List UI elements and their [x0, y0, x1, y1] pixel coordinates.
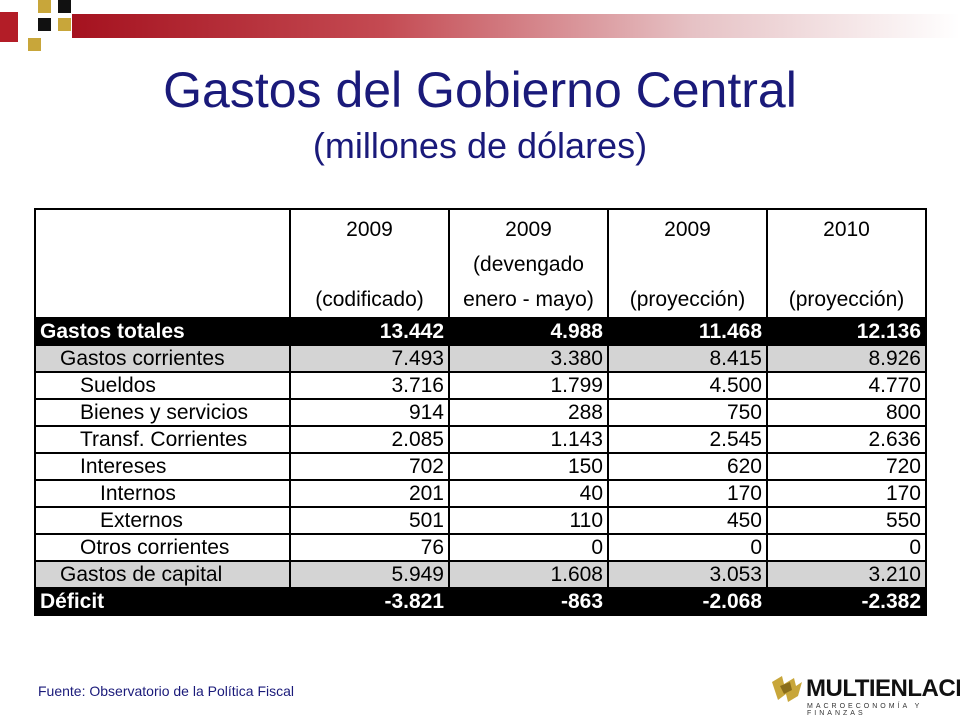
column-note: (proyección) [629, 288, 746, 311]
row-label: Intereses [34, 452, 291, 481]
row-value: 12.136 [766, 317, 927, 346]
table-row: Gastos corrientes 7.493 3.380 8.415 8.926 [34, 344, 927, 373]
row-value: 7.493 [289, 344, 450, 373]
column-header: 2009 (codificado) [289, 208, 450, 319]
row-label: Déficit [34, 587, 291, 616]
column-note [293, 247, 446, 282]
row-value: 4.500 [607, 371, 768, 400]
row-value: 5.949 [289, 560, 450, 589]
row-value: 702 [289, 452, 450, 481]
row-value: -863 [448, 587, 609, 616]
row-value: 170 [607, 479, 768, 508]
row-value: -2.068 [607, 587, 768, 616]
column-year: 2009 [346, 218, 393, 241]
black-square [38, 18, 51, 31]
row-label: Gastos de capital [34, 560, 291, 589]
row-value: 800 [766, 398, 927, 427]
row-label: Internos [34, 479, 291, 508]
row-value: 2.085 [289, 425, 450, 454]
row-value: 288 [448, 398, 609, 427]
row-label: Gastos totales [34, 317, 291, 346]
row-label: Gastos corrientes [34, 344, 291, 373]
row-value: 3.380 [448, 344, 609, 373]
source-note: Fuente: Observatorio de la Política Fisc… [38, 683, 295, 699]
table-row: Transf. Corrientes 2.085 1.143 2.545 2.636 [34, 425, 927, 454]
gold-square [38, 0, 51, 13]
black-square [58, 0, 71, 13]
row-value: 720 [766, 452, 927, 481]
row-label: Externos [34, 506, 291, 535]
table-row: Internos 201 40 170 170 [34, 479, 927, 508]
column-note: enero - mayo) [463, 288, 594, 311]
column-header: 2010 (proyección) [766, 208, 927, 319]
row-value: 201 [289, 479, 450, 508]
row-value: -3.821 [289, 587, 450, 616]
table-header-row: 2009 (codificado) 2009 (devengado enero … [34, 208, 927, 319]
row-value: 620 [607, 452, 768, 481]
row-value: 8.415 [607, 344, 768, 373]
table-row: Gastos totales 13.442 4.988 11.468 12.136 [34, 317, 927, 346]
row-value: 4.988 [448, 317, 609, 346]
row-label: Sueldos [34, 371, 291, 400]
row-value: -2.382 [766, 587, 927, 616]
logo-name: MULTIENLACE [806, 675, 960, 702]
column-note: (proyección) [788, 288, 905, 311]
column-year: 2009 [505, 218, 552, 241]
table-row: Gastos de capital 5.949 1.608 3.053 3.210 [34, 560, 927, 589]
column-year: 2009 [664, 218, 711, 241]
row-value: 3.053 [607, 560, 768, 589]
table-row: Sueldos 3.716 1.799 4.500 4.770 [34, 371, 927, 400]
slide-subtitle: (millones de dólares) [312, 125, 648, 166]
row-value: 0 [448, 533, 609, 562]
row-value: 40 [448, 479, 609, 508]
row-value: 11.468 [607, 317, 768, 346]
gold-square [58, 18, 71, 31]
row-value: 914 [289, 398, 450, 427]
logo-mark-icon [772, 676, 802, 702]
table-row: Bienes y servicios 914 288 750 800 [34, 398, 927, 427]
column-header: 2009 (devengado enero - mayo) [448, 208, 609, 319]
row-label: Bienes y servicios [34, 398, 291, 427]
slide-title: Gastos del Gobierno Central [163, 62, 797, 118]
column-header: 2009 (proyección) [607, 208, 768, 319]
expenditure-table: 2009 (codificado) 2009 (devengado enero … [34, 208, 927, 616]
red-square [0, 12, 18, 42]
row-value: 501 [289, 506, 450, 535]
column-year: 2010 [823, 218, 870, 241]
column-note: (devengado [473, 253, 584, 276]
column-note: (codificado) [315, 288, 424, 311]
row-label: Otros corrientes [34, 533, 291, 562]
row-value: 170 [766, 479, 927, 508]
row-value: 0 [607, 533, 768, 562]
row-value: 3.716 [289, 371, 450, 400]
row-value: 8.926 [766, 344, 927, 373]
table-row: Otros corrientes 76 0 0 0 [34, 533, 927, 562]
row-value: 76 [289, 533, 450, 562]
row-value: 3.210 [766, 560, 927, 589]
gold-square [28, 38, 41, 51]
row-label: Transf. Corrientes [34, 425, 291, 454]
logo-tagline: MACROECONOMÍA Y FINANZAS [807, 703, 923, 717]
row-value: 2.545 [607, 425, 768, 454]
row-value: 750 [607, 398, 768, 427]
row-value: 1.608 [448, 560, 609, 589]
row-value: 450 [607, 506, 768, 535]
header-gradient-bar [72, 14, 960, 38]
column-note [770, 247, 923, 282]
row-value: 1.799 [448, 371, 609, 400]
row-value: 0 [766, 533, 927, 562]
row-value: 550 [766, 506, 927, 535]
table-row: Externos 501 110 450 550 [34, 506, 927, 535]
row-value: 2.636 [766, 425, 927, 454]
company-logo: MULTIENLACE MACROECONOMÍA Y FINANZAS [770, 674, 960, 717]
row-value: 4.770 [766, 371, 927, 400]
row-value: 110 [448, 506, 609, 535]
row-value: 1.143 [448, 425, 609, 454]
row-value: 13.442 [289, 317, 450, 346]
table-row: Déficit -3.821 -863 -2.068 -2.382 [34, 587, 927, 616]
header-corner-cell [34, 208, 291, 319]
table-row: Intereses 702 150 620 720 [34, 452, 927, 481]
column-note [611, 247, 764, 282]
row-value: 150 [448, 452, 609, 481]
